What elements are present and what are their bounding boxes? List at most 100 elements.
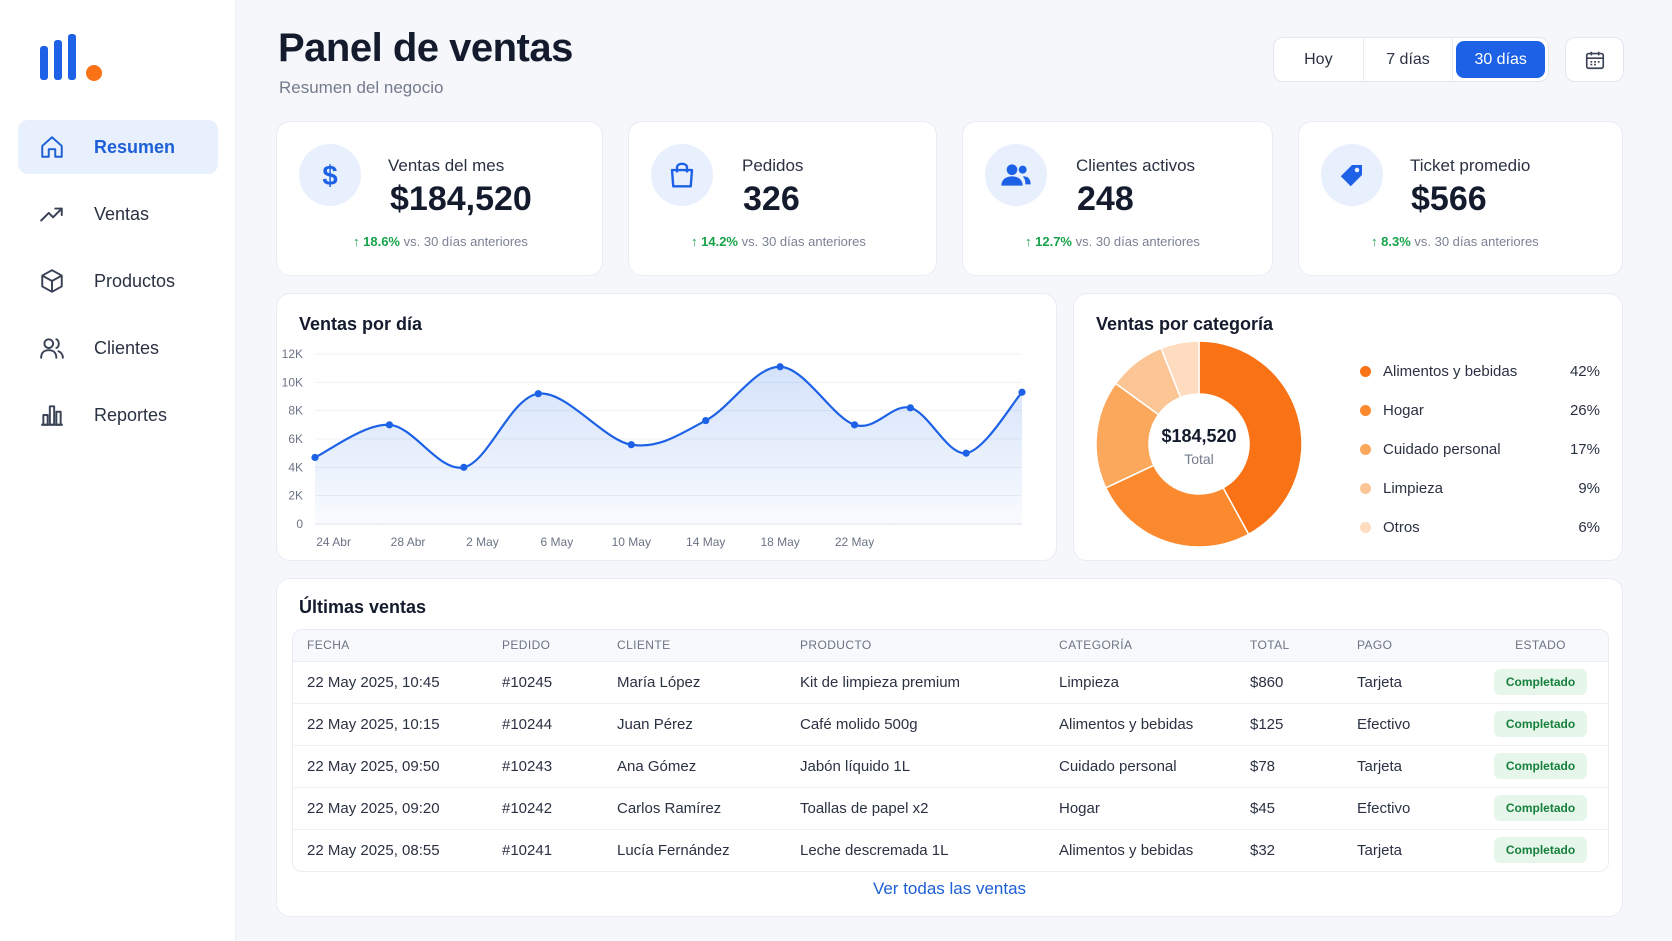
table-cell: #10241 (502, 841, 553, 859)
table-row[interactable]: 22 May 2025, 08:55 #10241 Lucía Fernández L… (293, 829, 1608, 871)
x-tick-label: 24 Abr (316, 535, 351, 549)
data-point (534, 390, 542, 398)
view-all-sales-link[interactable]: Ver todas las ventas (872, 879, 1027, 898)
calendar-icon (1585, 51, 1604, 69)
sidebar-item-label: Ventas (94, 203, 150, 224)
arrow-up-icon: ↑ (1371, 234, 1378, 249)
table-cell: 22 May 2025, 09:50 (293, 745, 488, 788)
legend-item: Hogar 26% (1360, 391, 1600, 430)
status-badge: Completado (1493, 669, 1588, 695)
recent-sales-table-wrap: FECHA PEDIDO CLIENTE PRODUCTO CATEGORÍA TOTAL… (292, 629, 1609, 872)
category-sales-card: Ventas por categoría $184,520 Total Alim… (1073, 293, 1623, 561)
table-cell: Ana Gómez (603, 745, 786, 788)
sidebar-item-label: Productos (94, 270, 176, 291)
dollar-icon: $ (299, 144, 361, 206)
table-cell: #10243 (488, 745, 603, 788)
table-body: 22 May 2025, 10:45 #10245 María López Kit d… (293, 661, 1608, 871)
x-tick-label: 10 May (612, 535, 651, 549)
legend-percent: 17% (1569, 441, 1600, 458)
legend-percent: 6% (1578, 519, 1600, 536)
legend-swatch (1360, 405, 1371, 416)
table-cell: Completado (1459, 745, 1608, 788)
table-cell: Efectivo (1343, 703, 1459, 746)
table-cell: Juan Pérez (603, 703, 786, 746)
range-button-30-dias[interactable]: 30 días (1456, 41, 1546, 78)
sidebar: Resumen Ventas Productos Clientes Report… (0, 0, 236, 941)
column-header: PAGO (1343, 630, 1459, 662)
sidebar-item-reportes[interactable]: Reportes (18, 388, 218, 442)
legend-item: Cuidado personal 17% (1360, 430, 1600, 469)
column-header: CATEGORÍA (1045, 630, 1236, 662)
column-header: FECHA (293, 630, 488, 662)
trend-up-icon (38, 200, 66, 228)
data-point (460, 463, 468, 471)
recent-sales-card: Últimas ventas FECHA PEDIDO CLIENTE PRODUCT… (276, 578, 1623, 917)
sidebar-item-label: Reportes (94, 404, 168, 425)
kpi-delta: ↑ 8.3% vs. 30 días anteriores (1371, 234, 1539, 249)
legend-item: Limpieza 9% (1360, 469, 1600, 508)
donut-total-label: Total (1184, 451, 1214, 467)
kpi-delta-value: 18.6% (363, 234, 400, 249)
sidebar-item-ventas[interactable]: Ventas (18, 187, 218, 241)
table-cell: Alimentos y bebidas (1059, 841, 1194, 859)
daily-sales-chart: 0 2K 4K 6K 8K 10K 12K 24 Abr 28 Abr 2 May 6 May 10 … (282, 347, 1026, 549)
category-donut-chart (1095, 340, 1303, 548)
column-header: TOTAL (1236, 630, 1343, 662)
table-cell: 22 May 2025, 10:15 (293, 703, 488, 746)
table-cell: Completado (1459, 829, 1608, 871)
brand-logo-icon[interactable] (40, 34, 106, 84)
table-cell: Jabón líquido 1L (786, 745, 1045, 788)
chart-title: Ventas por categoría (1096, 314, 1274, 334)
legend-item: Alimentos y bebidas 42% (1360, 352, 1600, 391)
table-cell: Hogar (1045, 787, 1236, 830)
daily-sales-card: Ventas por día 0 2K 4K 6K 8K 10K 12K 24 Abr 28 A… (276, 293, 1057, 561)
table-cell: Café molido 500g (786, 703, 1045, 746)
kpi-label: Clientes activos (1076, 156, 1196, 175)
table-cell: Toallas de papel x2 (786, 787, 1045, 830)
donut-slice (1104, 464, 1250, 548)
table-header-row: FECHA PEDIDO CLIENTE PRODUCTO CATEGORÍA TOTAL… (293, 630, 1608, 662)
x-tick-label: 18 May (760, 535, 799, 549)
range-button-hoy[interactable]: Hoy (1274, 38, 1364, 81)
kpi-card-clientes: Clientes activos 248 ↑ 12.7% vs. 30 días… (962, 121, 1273, 276)
x-tick-label: 22 May (835, 535, 874, 549)
table-cell: Limpieza (1045, 661, 1236, 704)
data-point (776, 363, 784, 371)
sidebar-item-resumen[interactable]: Resumen (18, 120, 218, 174)
kpi-label: Ventas del mes (388, 156, 505, 175)
data-point (311, 453, 319, 462)
data-point (850, 421, 859, 429)
table-row[interactable]: 22 May 2025, 10:15 #10244 Juan Pérez Café m… (293, 703, 1608, 746)
table-cell: Tarjeta (1357, 841, 1403, 859)
kpi-compare: vs. 30 días anteriores (741, 234, 866, 249)
kpi-value: 326 (743, 180, 800, 218)
box-icon (38, 267, 66, 295)
range-button-7-dias[interactable]: 7 días (1364, 38, 1454, 81)
table-cell: $45 (1236, 787, 1343, 830)
table-cell: Alimentos y bebidas (1045, 703, 1236, 746)
sidebar-item-clientes[interactable]: Clientes (18, 321, 218, 375)
kpi-card-ticket: Ticket promedio $566 ↑ 8.3% vs. 30 días … (1298, 121, 1623, 276)
table-row[interactable]: 22 May 2025, 09:50 #10243 Ana Gómez Jabón l… (293, 745, 1608, 788)
x-tick-label: 2 May (466, 535, 499, 549)
legend-label: Limpieza (1383, 480, 1444, 497)
table-cell: Carlos Ramírez (603, 787, 786, 830)
table-cell: Lucía Fernández (617, 841, 730, 859)
page-subtitle: Resumen del negocio (279, 78, 444, 97)
sidebar-item-productos[interactable]: Productos (18, 254, 218, 308)
table-row[interactable]: 22 May 2025, 09:20 #10242 Carlos Ramírez To… (293, 787, 1608, 830)
y-tick-label: 0 (296, 517, 303, 531)
y-tick-label: 6K (288, 432, 303, 446)
data-point (962, 449, 970, 457)
series-line (314, 365, 1023, 469)
kpi-label: Pedidos (742, 156, 804, 175)
table-cell: #10244 (488, 703, 603, 746)
column-header: PRODUCTO (786, 630, 1045, 662)
table-row[interactable]: 22 May 2025, 10:45 #10245 María López Kit d… (293, 661, 1608, 704)
legend-label: Alimentos y bebidas (1383, 363, 1518, 380)
legend-percent: 42% (1569, 363, 1600, 380)
sidebar-item-label: Resumen (94, 136, 176, 157)
column-header: PEDIDO (488, 630, 603, 662)
calendar-button[interactable] (1565, 37, 1624, 82)
table-cell: María López (603, 661, 786, 704)
